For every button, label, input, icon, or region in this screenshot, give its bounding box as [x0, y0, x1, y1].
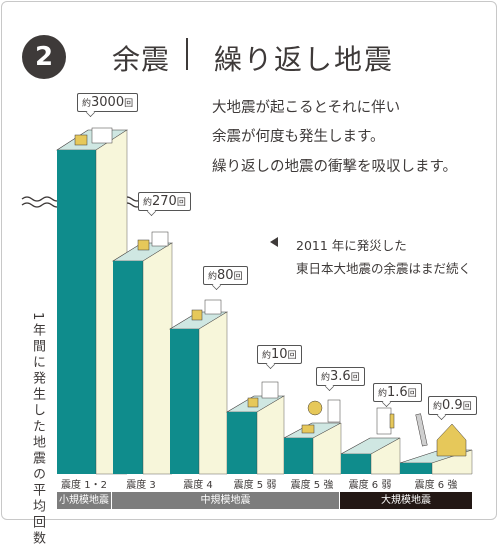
title-repeated-quakes: 繰り返し地震 — [214, 43, 395, 76]
description-line-1: 大地震が起こるとそれに伴い — [212, 100, 401, 116]
step-intensity-6-lower — [340, 407, 401, 475]
description-line-3: 繰り返しの地震の衝撃を吸収します。 — [212, 159, 458, 175]
intensity-label-6-lower: 震度 6 弱 — [348, 480, 392, 491]
infographic: 2 余震 繰り返し地震 大地震が起こるとそれに伴い 余震が何度も発生します。 繰… — [0, 0, 500, 523]
intensity-label-5-lower: 震度 5 弱 — [233, 480, 277, 491]
intensity-label-1-2: 震度 1・2 — [61, 480, 107, 491]
category-small-quake: 小規模地震 — [57, 492, 111, 509]
count-bubble-intensity-4: 約80回 — [203, 266, 248, 285]
note-line-1: 2011 年に発災した — [296, 238, 407, 253]
vertical-axis-label: 1年間に発生した地震の平均回数 — [30, 312, 45, 547]
left-arrow-icon — [270, 237, 278, 247]
note-line-2: 東日本大地震の余震はまだ続く — [296, 261, 472, 276]
step-intensity-5-lower — [225, 381, 286, 475]
count-bubble-intensity-1-2: 約3000回 — [77, 93, 139, 112]
category-large-quake: 大規模地震 — [340, 492, 472, 509]
title-aftershock: 余震 — [112, 43, 171, 76]
description-line-2: 余震が何度も発生します。 — [212, 129, 385, 145]
count-bubble-intensity-6-lower: 約1.6回 — [373, 383, 422, 402]
count-bubble-intensity-5-upper: 約3.6回 — [316, 367, 365, 386]
section-number-badge: 2 — [22, 35, 66, 79]
count-bubble-intensity-5-lower: 約10回 — [257, 345, 302, 364]
step-intensity-3 — [111, 231, 174, 475]
steps-graphic — [21, 127, 473, 475]
intensity-label-5-upper: 震度 5 強 — [290, 480, 334, 491]
title-separator — [186, 38, 188, 70]
step-intensity-5-upper — [283, 399, 342, 475]
step-intensity-1-2 — [55, 127, 129, 475]
intensity-label-3: 震度 3 — [126, 480, 156, 491]
category-mid-quake: 中規模地震 — [112, 492, 339, 509]
step-intensity-6-upper — [399, 413, 473, 475]
step-intensity-4 — [168, 299, 229, 475]
count-bubble-intensity-3: 約270回 — [138, 192, 191, 211]
count-bubble-intensity-6-upper: 約0.9回 — [428, 396, 477, 415]
intensity-label-6-upper: 震度 6 強 — [414, 480, 458, 491]
intensity-label-4: 震度 4 — [183, 480, 213, 491]
